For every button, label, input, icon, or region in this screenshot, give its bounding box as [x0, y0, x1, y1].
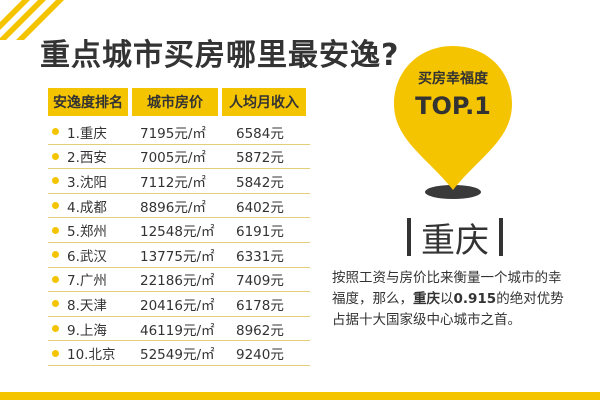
table-row: 7.广州 22186元/㎡ 7409元 — [48, 268, 310, 293]
income-cell: 9240元 — [236, 347, 284, 364]
rank-cell: 10.北京 — [48, 343, 136, 363]
description-text: 按照工资与房价比来衡量一个城市的幸福度，那么，重庆以0.915的绝对优势占据十大… — [332, 268, 564, 331]
ranking-table: 安逸度排名 城市房价 人均月收入 1.重庆 7195元/㎡ 6584元 2.西安 700… — [48, 88, 310, 366]
bullet-icon — [52, 349, 59, 357]
income-cell: 6178元 — [236, 297, 284, 314]
price-cell: 20416元/㎡ — [140, 297, 215, 314]
rank-cell: 3.沈阳 — [48, 171, 136, 191]
desc-part2: 以 — [440, 291, 454, 307]
rank-text: 7.广州 — [67, 273, 107, 290]
rank-text: 6.武汉 — [67, 248, 107, 265]
income-cell: 5842元 — [236, 174, 284, 191]
price-cell: 7112元/㎡ — [140, 174, 206, 191]
pin-label: 买房幸福度 — [418, 71, 488, 87]
city-name: 重庆 — [421, 220, 489, 261]
rank-cell: 9.上海 — [48, 319, 136, 339]
bullet-icon — [52, 325, 59, 333]
table-row: 6.武汉 13775元/㎡ 6331元 — [48, 243, 310, 268]
rank-cell: 7.广州 — [48, 269, 136, 289]
map-pin-icon — [394, 46, 512, 199]
desc-city: 重庆 — [413, 291, 440, 307]
desc-value: 0.915 — [453, 291, 497, 307]
table-row: 10.北京 52549元/㎡ 9240元 — [48, 341, 310, 366]
price-cell: 22186元/㎡ — [140, 273, 215, 290]
income-cell: 7409元 — [236, 273, 284, 290]
desc-part1: 按照工资与房价比来衡量一个城市的幸福度，那么， — [332, 270, 562, 307]
header-income: 人均月收入 — [222, 88, 306, 116]
income-cell: 6191元 — [236, 224, 284, 241]
price-cell: 8896元/㎡ — [140, 199, 206, 216]
rank-cell: 2.西安 — [48, 146, 136, 166]
income-cell: 5872元 — [236, 150, 284, 167]
rank-cell: 8.天津 — [48, 294, 136, 314]
table-row: 5.郑州 12548元/㎡ 6191元 — [48, 218, 310, 243]
pin-rank: TOP.1 — [415, 92, 491, 120]
price-cell: 7005元/㎡ — [140, 150, 206, 167]
rank-text: 5.郑州 — [67, 224, 107, 241]
price-cell: 7195元/㎡ — [140, 125, 206, 142]
rank-cell: 5.郑州 — [48, 220, 136, 240]
table-row: 1.重庆 7195元/㎡ 6584元 — [48, 120, 310, 145]
rank-text: 9.上海 — [67, 322, 107, 339]
desc-part3: 的绝对优势占据十大国家级中心城市之首。 — [332, 291, 564, 328]
featured-city: 重庆 — [385, 212, 525, 262]
bullet-icon — [52, 152, 59, 160]
page-title: 重点城市买房哪里最安逸? — [40, 38, 400, 73]
price-cell: 52549元/㎡ — [140, 347, 215, 364]
table-row: 2.西安 7005元/㎡ 5872元 — [48, 145, 310, 170]
table-header: 安逸度排名 城市房价 人均月收入 — [48, 88, 310, 116]
city-left-bar — [407, 218, 411, 256]
income-cell: 8962元 — [236, 322, 284, 339]
rank-cell: 6.武汉 — [48, 245, 136, 265]
rank-text: 8.天津 — [67, 297, 107, 314]
header-rank: 安逸度排名 — [48, 88, 128, 116]
table-row: 4.成都 8896元/㎡ 6402元 — [48, 194, 310, 219]
header-price: 城市房价 — [132, 88, 218, 116]
rank-text: 10.北京 — [67, 347, 116, 364]
bullet-icon — [52, 177, 59, 185]
bullet-icon — [52, 300, 59, 308]
rank-cell: 4.成都 — [48, 196, 136, 216]
bottom-accent-bar — [0, 392, 600, 400]
rank-text: 2.西安 — [67, 150, 107, 167]
price-cell: 46119元/㎡ — [140, 322, 215, 339]
price-cell: 12548元/㎡ — [140, 224, 215, 241]
table-row: 8.天津 20416元/㎡ 6178元 — [48, 292, 310, 317]
corner-stripes-decoration — [0, 0, 64, 40]
rank-text: 4.成都 — [67, 199, 107, 216]
income-cell: 6402元 — [236, 199, 284, 216]
income-cell: 6584元 — [236, 125, 284, 142]
bullet-icon — [52, 275, 59, 283]
income-cell: 6331元 — [236, 248, 284, 265]
rank-text: 3.沈阳 — [67, 174, 107, 191]
bullet-icon — [52, 202, 59, 210]
price-cell: 13775元/㎡ — [140, 248, 215, 265]
city-right-bar — [499, 218, 503, 256]
rank-cell: 1.重庆 — [48, 122, 136, 142]
bullet-icon — [52, 251, 59, 259]
bullet-icon — [52, 128, 59, 136]
bullet-icon — [52, 226, 59, 234]
table-row: 9.上海 46119元/㎡ 8962元 — [48, 317, 310, 342]
rank-text: 1.重庆 — [67, 125, 107, 142]
table-row: 3.沈阳 7112元/㎡ 5842元 — [48, 169, 310, 194]
